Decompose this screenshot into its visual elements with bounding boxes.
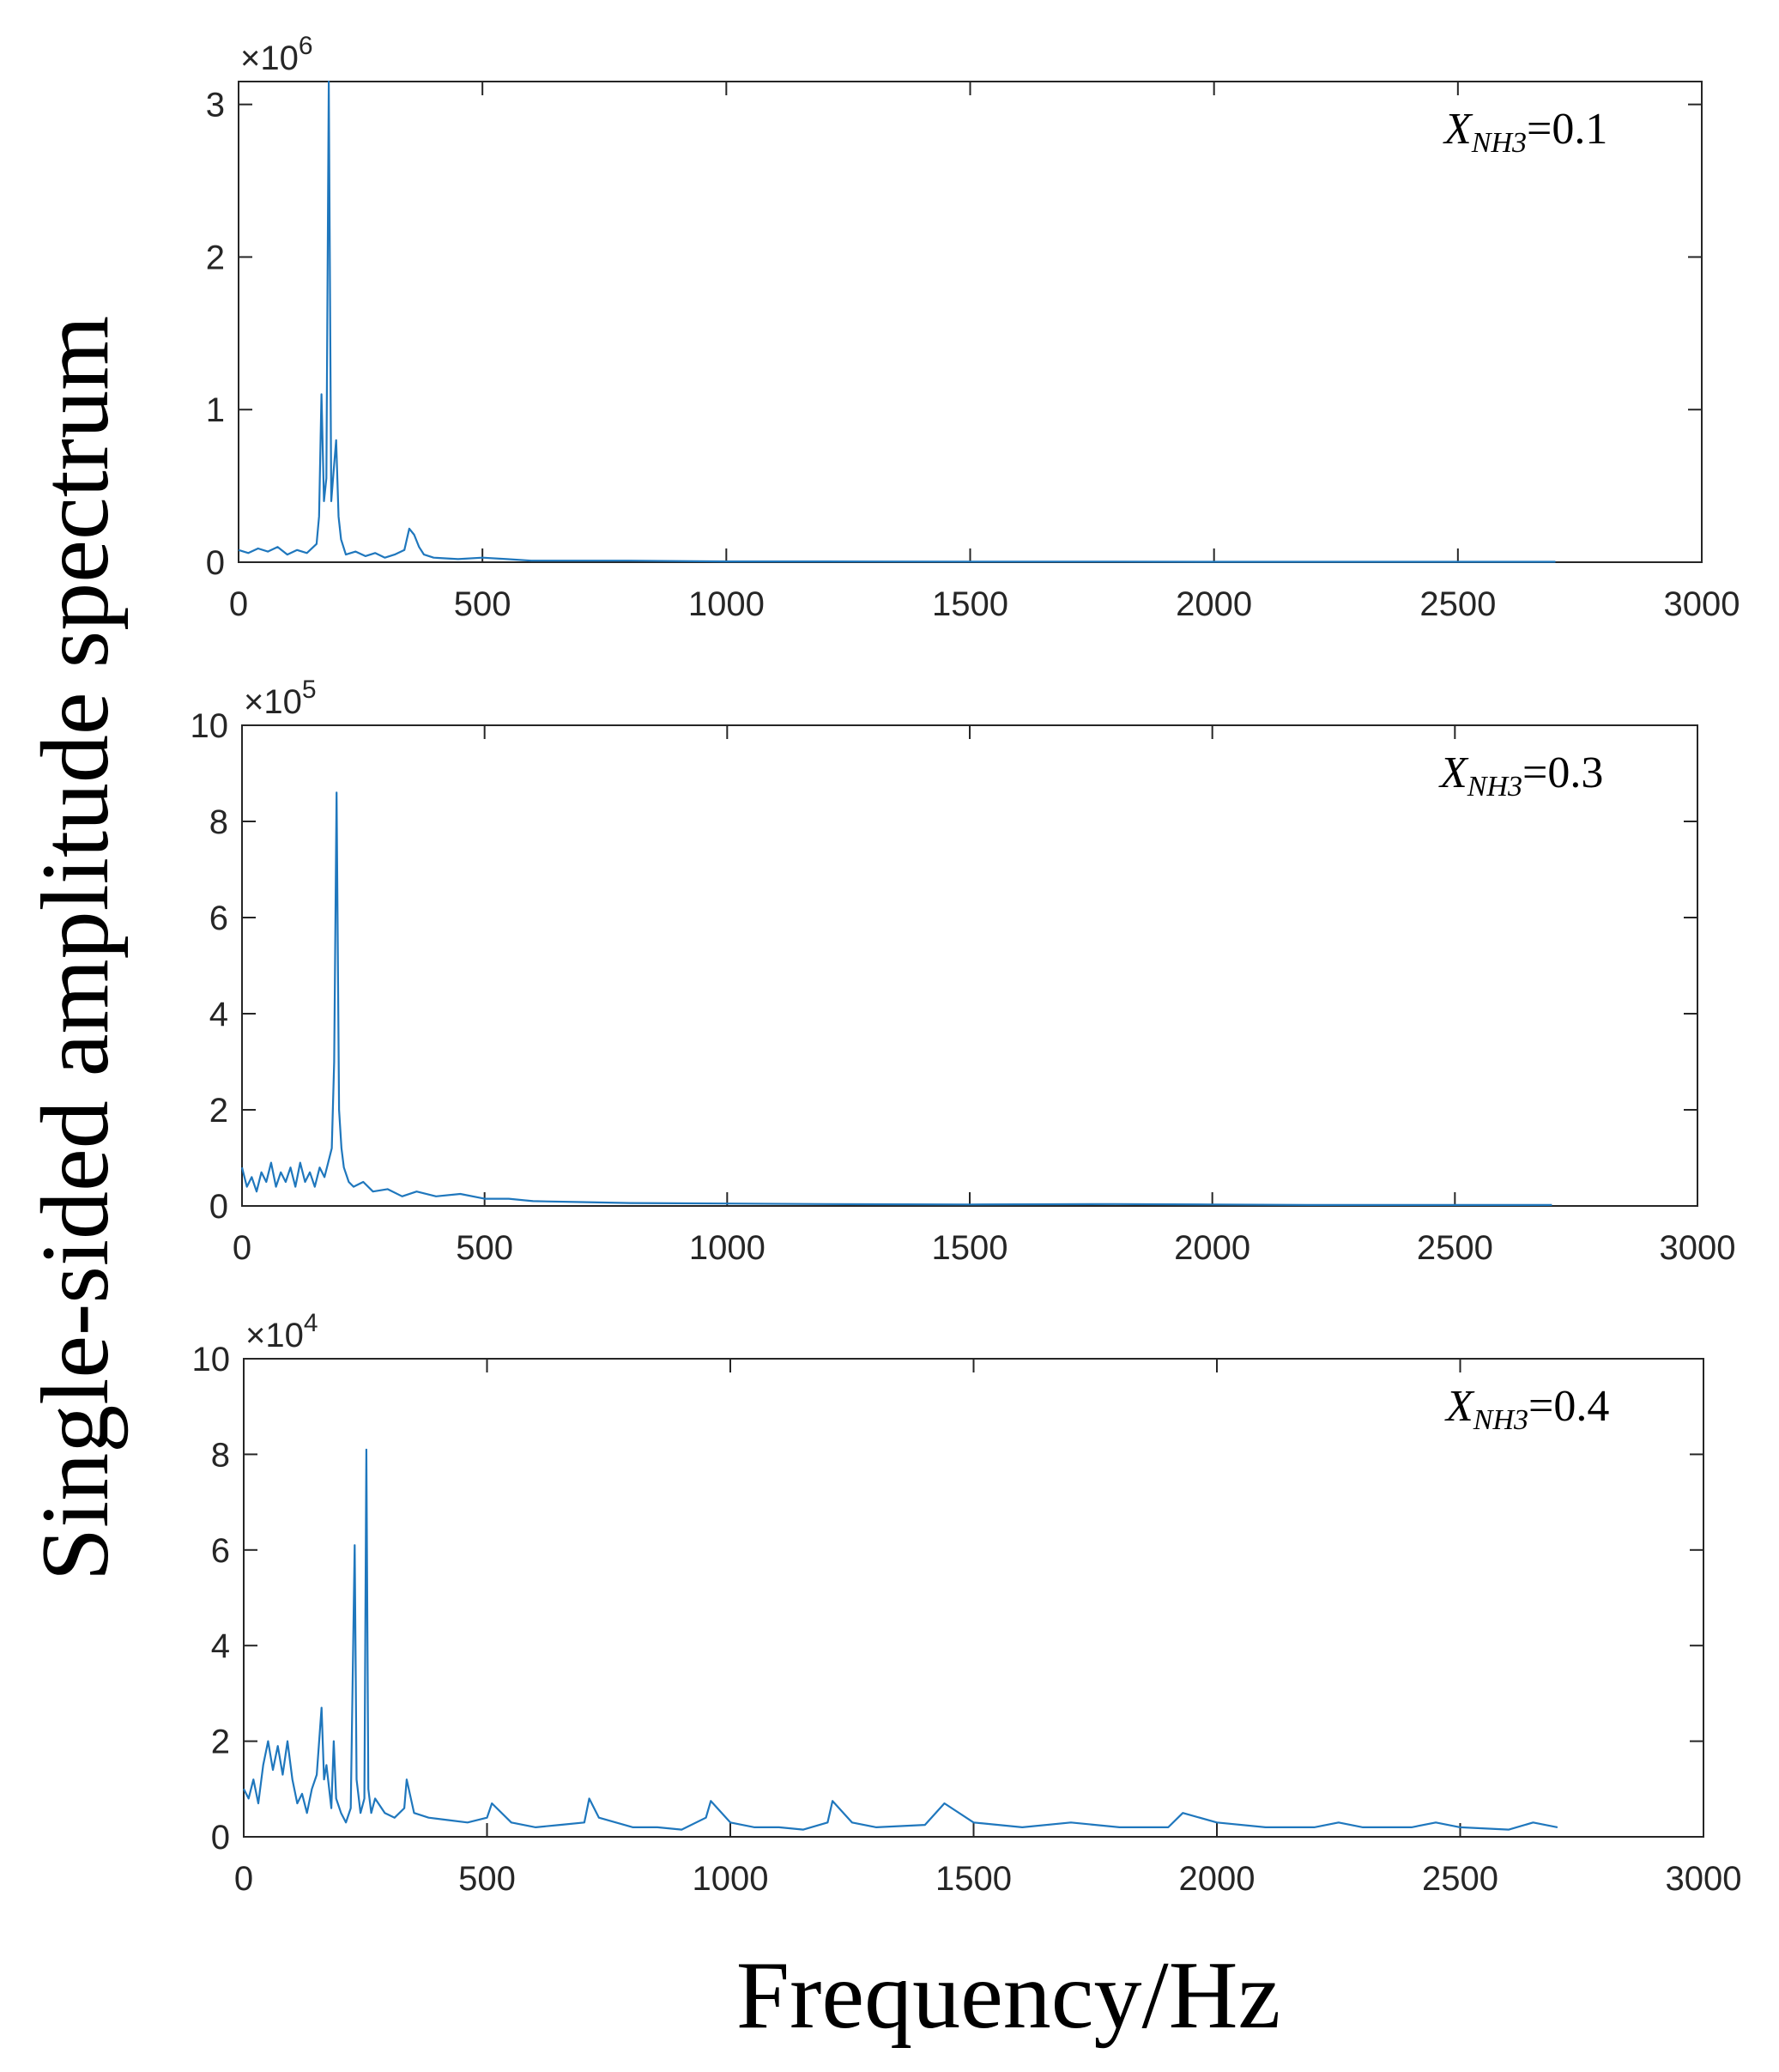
x-axis-label: Frequency/Hz — [736, 1942, 1280, 2049]
y-tick-label: 3 — [206, 87, 225, 124]
x-tick-label: 1500 — [935, 1860, 1012, 1898]
x-tick-label: 3000 — [1660, 1229, 1736, 1267]
y-tick-label: 8 — [211, 1436, 230, 1474]
annotation-subscript: NH3 — [1473, 1404, 1528, 1436]
y-tick-label: 4 — [209, 996, 228, 1033]
y-exponent-base: ×10 — [240, 39, 299, 77]
annotation-subscript: NH3 — [1471, 127, 1527, 159]
x-tick-label: 1500 — [932, 585, 1008, 623]
annotation-var: X — [1438, 748, 1469, 797]
x-tick-label: 2000 — [1174, 1229, 1250, 1267]
y-exponent-power: 5 — [302, 676, 317, 704]
annotation-var: X — [1444, 1382, 1475, 1431]
panel-middle: 0 500 1000 1500 2000 2500 3000 0 2 4 6 8 10 ×105 XNH3=… — [191, 676, 1736, 1267]
x-tick-label: 2500 — [1422, 1860, 1498, 1898]
y-exponent-label: ×105 — [244, 676, 317, 721]
series-annotation: XNH3=0.1 — [1443, 105, 1607, 159]
x-tick-label: 3000 — [1664, 585, 1740, 623]
series-line — [240, 791, 1552, 1207]
x-tick-label: 2000 — [1176, 585, 1252, 623]
y-tick-label: 10 — [191, 707, 229, 745]
y-exponent-base: ×10 — [244, 683, 302, 721]
y-tick-label: 6 — [209, 900, 228, 937]
x-tick-label: 3000 — [1666, 1860, 1742, 1898]
x-tick-label: 500 — [454, 585, 511, 623]
y-exponent-power: 4 — [304, 1309, 318, 1337]
series-line — [243, 1448, 1558, 1831]
x-tick-label: 2000 — [1179, 1860, 1256, 1898]
y-exponent-power: 6 — [299, 32, 313, 60]
y-exponent-label: ×104 — [245, 1309, 318, 1354]
x-tick-label: 1000 — [693, 1860, 769, 1898]
y-axis-label: Single-sided amplitude spectrum — [22, 316, 129, 1581]
y-tick-label: 0 — [211, 1819, 230, 1857]
series-annotation: XNH3=0.3 — [1438, 748, 1603, 803]
axes-box — [238, 81, 1703, 563]
annotation-value: =0.1 — [1527, 105, 1607, 154]
x-tick-label: 1000 — [688, 585, 765, 623]
annotation-subscript: NH3 — [1467, 771, 1522, 803]
axes-box — [241, 724, 1698, 1207]
y-tick-label: 10 — [192, 1341, 231, 1378]
x-tick-label: 0 — [234, 1860, 253, 1898]
panel-bottom: 0 500 1000 1500 2000 2500 30000246810×104XNH3=… — [192, 1309, 1742, 1898]
x-tick-label: 0 — [229, 585, 248, 623]
y-tick-label: 2 — [206, 239, 225, 276]
x-tick-label: 500 — [456, 1229, 513, 1267]
series-line — [238, 80, 1556, 563]
x-tick-label: 2500 — [1419, 585, 1496, 623]
y-tick-label: 0 — [206, 544, 225, 582]
x-tick-label: 0 — [233, 1229, 251, 1267]
y-tick-label: 2 — [211, 1724, 230, 1761]
y-exponent-base: ×10 — [245, 1317, 304, 1354]
x-tick-label: 1500 — [932, 1229, 1008, 1267]
y-exponent-label: ×106 — [240, 32, 313, 77]
panel-top: 0 500 1000 1500 2000 2500 3000 0 1 2 3 ×106 XNH3=0.1 — [206, 32, 1740, 623]
y-tick-label: 4 — [211, 1627, 230, 1665]
y-tick-label: 6 — [211, 1532, 230, 1570]
axes-box — [243, 1358, 1704, 1838]
y-tick-label: 0 — [209, 1188, 228, 1226]
annotation-value: =0.3 — [1522, 748, 1603, 797]
y-tick-label: 8 — [209, 803, 228, 841]
y-tick-label: 1 — [206, 391, 225, 429]
y-tick-label: 2 — [209, 1092, 228, 1130]
series-annotation: XNH3=0.4 — [1444, 1382, 1609, 1436]
x-tick-label: 1000 — [689, 1229, 765, 1267]
annotation-var: X — [1443, 105, 1473, 154]
annotation-value: =0.4 — [1528, 1382, 1609, 1431]
x-tick-label: 500 — [458, 1860, 516, 1898]
x-tick-label: 2500 — [1417, 1229, 1493, 1267]
